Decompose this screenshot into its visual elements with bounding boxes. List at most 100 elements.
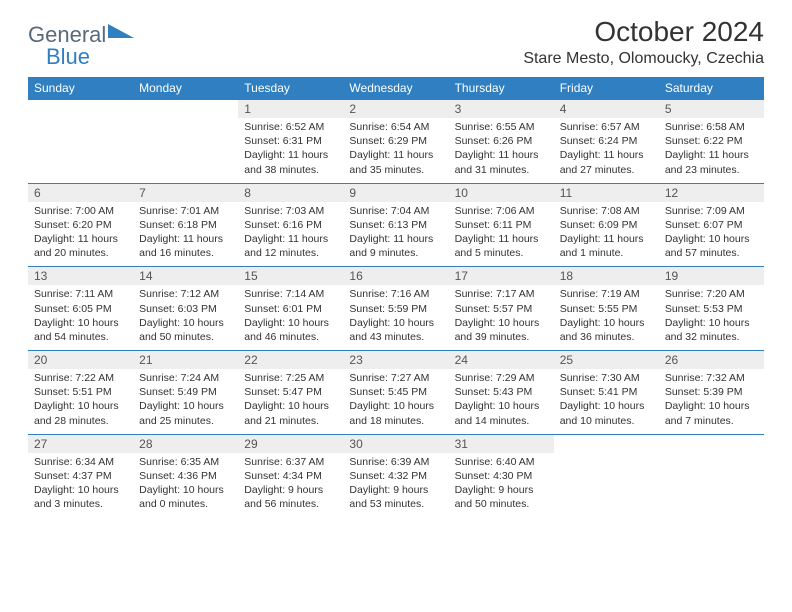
day-header: Tuesday <box>238 77 343 100</box>
day-data-cell: Sunrise: 7:24 AMSunset: 5:49 PMDaylight:… <box>133 369 238 434</box>
day-number-row: 20212223242526 <box>28 351 764 370</box>
sunrise-text: Sunrise: 7:17 AM <box>455 287 548 301</box>
sunrise-text: Sunrise: 7:24 AM <box>139 371 232 385</box>
daylight-text: Daylight: 10 hours and 0 minutes. <box>139 483 232 511</box>
daylight-text: Daylight: 10 hours and 3 minutes. <box>34 483 127 511</box>
day-number-cell: 14 <box>133 267 238 286</box>
sunset-text: Sunset: 5:41 PM <box>560 385 653 399</box>
day-number-cell: 9 <box>343 183 448 202</box>
day-number-cell: 31 <box>449 434 554 453</box>
day-data-row: Sunrise: 7:22 AMSunset: 5:51 PM Daylight:… <box>28 369 764 434</box>
day-number-cell: 18 <box>554 267 659 286</box>
day-data-cell: Sunrise: 7:27 AMSunset: 5:45 PMDaylight:… <box>343 369 448 434</box>
sunrise-text: Sunrise: 6:57 AM <box>560 120 653 134</box>
day-header: Monday <box>133 77 238 100</box>
daylight-text: Daylight: 10 hours and 46 minutes. <box>244 316 337 344</box>
sunset-text: Sunset: 6:01 PM <box>244 302 337 316</box>
day-number-cell: 8 <box>238 183 343 202</box>
day-data-cell: Sunrise: 6:35 AMSunset: 4:36 PMDaylight:… <box>133 453 238 518</box>
day-data-cell: Sunrise: 7:11 AMSunset: 6:05 PMDaylight:… <box>28 285 133 350</box>
day-number-cell: 3 <box>449 100 554 119</box>
day-data-cell: Sunrise: 6:52 AMSunset: 6:31 PMDaylight:… <box>238 118 343 183</box>
daylight-text: Daylight: 10 hours and 39 minutes. <box>455 316 548 344</box>
day-data-cell: Sunrise: 7:19 AMSunset: 5:55 PMDaylight:… <box>554 285 659 350</box>
day-data-cell: Sunrise: 6:54 AMSunset: 6:29 PMDaylight:… <box>343 118 448 183</box>
day-number-cell: 22 <box>238 351 343 370</box>
daylight-text: Daylight: 10 hours and 43 minutes. <box>349 316 442 344</box>
day-data-cell: Sunrise: 7:08 AMSunset: 6:09 PMDaylight:… <box>554 202 659 267</box>
daylight-text: Daylight: 11 hours and 27 minutes. <box>560 148 653 176</box>
sunset-text: Sunset: 6:20 PM <box>34 218 127 232</box>
daylight-text: Daylight: 10 hours and 57 minutes. <box>665 232 758 260</box>
day-number-cell <box>659 434 764 453</box>
sunrise-text: Sunrise: 7:04 AM <box>349 204 442 218</box>
calendar-body: 12345Sunrise: 6:52 AMSunset: 6:31 PMDayl… <box>28 100 764 518</box>
daylight-text: Daylight: 11 hours and 23 minutes. <box>665 148 758 176</box>
daylight-text: Daylight: 10 hours and 14 minutes. <box>455 399 548 427</box>
daylight-text: Daylight: 9 hours and 50 minutes. <box>455 483 548 511</box>
sunset-text: Sunset: 5:57 PM <box>455 302 548 316</box>
day-data-row: Sunrise: 6:52 AMSunset: 6:31 PMDaylight:… <box>28 118 764 183</box>
sunrise-text: Sunrise: 7:27 AM <box>349 371 442 385</box>
daylight-text: Daylight: 10 hours and 25 minutes. <box>139 399 232 427</box>
sunrise-text: Sunrise: 7:22 AM <box>34 371 127 385</box>
day-data-row: Sunrise: 7:00 AMSunset: 6:20 PM Daylight:… <box>28 202 764 267</box>
sunset-text: Sunset: 4:36 PM <box>139 469 232 483</box>
sunrise-text: Sunrise: 7:32 AM <box>665 371 758 385</box>
day-number-cell: 17 <box>449 267 554 286</box>
sunrise-text: Sunrise: 6:34 AM <box>34 455 127 469</box>
logo-text-blue: Blue <box>46 44 90 69</box>
sunset-text: Sunset: 6:22 PM <box>665 134 758 148</box>
sunset-text: Sunset: 5:53 PM <box>665 302 758 316</box>
sunset-text: Sunset: 6:16 PM <box>244 218 337 232</box>
day-data-cell: Sunrise: 6:37 AMSunset: 4:34 PMDaylight:… <box>238 453 343 518</box>
sunrise-text: Sunrise: 7:03 AM <box>244 204 337 218</box>
day-data-cell: Sunrise: 6:55 AMSunset: 6:26 PMDaylight:… <box>449 118 554 183</box>
day-header: Thursday <box>449 77 554 100</box>
daylight-text: Daylight: 11 hours and 35 minutes. <box>349 148 442 176</box>
day-data-cell: Sunrise: 7:30 AMSunset: 5:41 PMDaylight:… <box>554 369 659 434</box>
day-number-cell: 19 <box>659 267 764 286</box>
day-number-cell <box>133 100 238 119</box>
day-data-row: Sunrise: 7:11 AMSunset: 6:05 PMDaylight:… <box>28 285 764 350</box>
daylight-text: Daylight: 10 hours and 10 minutes. <box>560 399 653 427</box>
day-number-cell <box>28 100 133 119</box>
sunset-text: Sunset: 5:51 PM <box>34 385 127 399</box>
day-data-cell: Sunrise: 7:00 AMSunset: 6:20 PMDaylight:… <box>28 202 133 267</box>
sunset-text: Sunset: 6:13 PM <box>349 218 442 232</box>
day-header: Saturday <box>659 77 764 100</box>
sunset-text: Sunset: 6:09 PM <box>560 218 653 232</box>
day-data-cell: Sunrise: 7:14 AMSunset: 6:01 PMDaylight:… <box>238 285 343 350</box>
sunset-text: Sunset: 6:24 PM <box>560 134 653 148</box>
day-data-cell: Sunrise: 7:17 AMSunset: 5:57 PMDaylight:… <box>449 285 554 350</box>
day-number-cell: 16 <box>343 267 448 286</box>
sunset-text: Sunset: 6:29 PM <box>349 134 442 148</box>
sunset-text: Sunset: 6:31 PM <box>244 134 337 148</box>
sunrise-text: Sunrise: 7:00 AM <box>34 204 127 218</box>
sunset-text: Sunset: 5:55 PM <box>560 302 653 316</box>
daylight-text: Daylight: 11 hours and 38 minutes. <box>244 148 337 176</box>
day-data-cell: Sunrise: 7:16 AMSunset: 5:59 PMDaylight:… <box>343 285 448 350</box>
day-number-cell: 26 <box>659 351 764 370</box>
day-data-cell <box>133 118 238 183</box>
day-number-cell: 7 <box>133 183 238 202</box>
sunrise-text: Sunrise: 7:16 AM <box>349 287 442 301</box>
logo-triangle-icon <box>108 22 134 43</box>
daylight-text: Daylight: 10 hours and 21 minutes. <box>244 399 337 427</box>
sunset-text: Sunset: 6:07 PM <box>665 218 758 232</box>
day-data-cell: Sunrise: 7:09 AMSunset: 6:07 PMDaylight:… <box>659 202 764 267</box>
day-number-cell: 23 <box>343 351 448 370</box>
day-number-cell: 4 <box>554 100 659 119</box>
sunrise-text: Sunrise: 7:20 AM <box>665 287 758 301</box>
day-number-row: 2728293031 <box>28 434 764 453</box>
daylight-text: Daylight: 10 hours and 36 minutes. <box>560 316 653 344</box>
day-header-row: Sunday Monday Tuesday Wednesday Thursday… <box>28 77 764 100</box>
sunrise-text: Sunrise: 6:52 AM <box>244 120 337 134</box>
day-number-cell: 10 <box>449 183 554 202</box>
sunset-text: Sunset: 4:37 PM <box>34 469 127 483</box>
day-number-cell: 27 <box>28 434 133 453</box>
sunrise-text: Sunrise: 6:39 AM <box>349 455 442 469</box>
day-data-cell: Sunrise: 7:29 AMSunset: 5:43 PMDaylight:… <box>449 369 554 434</box>
sunrise-text: Sunrise: 7:30 AM <box>560 371 653 385</box>
day-header: Wednesday <box>343 77 448 100</box>
